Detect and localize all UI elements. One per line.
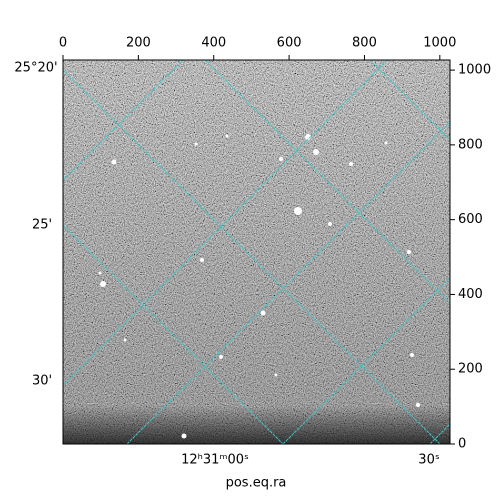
y-tick-label: 0: [458, 437, 466, 452]
frame: [62, 59, 451, 445]
x-axis-label: pos.eq.ra: [226, 476, 287, 491]
y-tick-label: 200: [458, 362, 483, 377]
dec-tick-label: 30': [32, 374, 52, 389]
x-tick-label: 600: [277, 36, 302, 51]
y-tick-label: 800: [458, 137, 483, 152]
dec-tick-label: 25°20': [14, 61, 57, 76]
x-tick-label: 1000: [423, 36, 456, 51]
x-tick-label: 0: [59, 36, 67, 51]
dec-tick-label: 25': [32, 218, 52, 233]
x-tick-label: 200: [126, 36, 151, 51]
ra-tick-label: 12ʰ31ᵐ00ˢ: [181, 453, 249, 468]
x-tick-label: 800: [352, 36, 377, 51]
ra-tick-label: 30ˢ: [418, 453, 440, 468]
image: [63, 60, 450, 444]
stars: [98, 134, 420, 439]
y-tick-label: 600: [458, 212, 483, 227]
x-tick-label: 400: [201, 36, 226, 51]
y-tick-label: 400: [458, 287, 483, 302]
wcs-grid: [63, 60, 450, 444]
y-tick-label: 1000: [458, 63, 491, 78]
